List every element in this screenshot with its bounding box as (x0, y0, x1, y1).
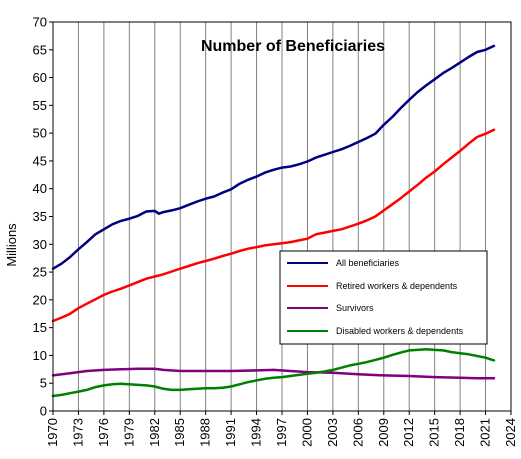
y-tick-label: 30 (33, 237, 47, 252)
y-tick-label: 20 (33, 292, 47, 307)
x-tick-label: 2009 (376, 418, 391, 447)
series-line (51, 367, 496, 380)
y-tick-label: 70 (33, 15, 47, 30)
y-tick-label: 45 (33, 153, 47, 168)
legend-label: Disabled workers & dependents (336, 326, 464, 336)
y-tick-label: 15 (33, 320, 47, 335)
x-tick-label: 2015 (427, 418, 442, 447)
x-tick-label: 1994 (249, 418, 264, 447)
series-lines (51, 44, 496, 398)
legend-label: Retired workers & dependents (336, 281, 458, 291)
series-line (51, 44, 496, 270)
x-tick-label: 2021 (478, 418, 493, 447)
y-tick-label: 35 (33, 209, 47, 224)
y-tick-label: 25 (33, 265, 47, 280)
legend: All beneficiaries Retired workers & depen… (279, 250, 488, 345)
x-tick-label: 2012 (401, 418, 416, 447)
axis-ticks: 0 5 10 15 20 25 30 35 40 45 50 55 60 65 70 1970 1973 1976… (33, 15, 518, 447)
x-tick-label: 2000 (299, 418, 314, 447)
legend-label: All beneficiaries (336, 258, 400, 268)
x-tick-label: 1976 (96, 418, 111, 447)
x-tick-label: 1970 (45, 418, 60, 447)
series-line (51, 128, 496, 323)
x-tick-label: 2003 (325, 418, 340, 447)
x-tick-label: 2024 (503, 418, 518, 447)
y-tick-label: 5 (40, 376, 47, 391)
y-tick-label: 40 (33, 181, 47, 196)
chart-title: Number of Beneficiaries (201, 38, 385, 55)
x-tick-label: 1982 (147, 418, 162, 447)
y-axis-title: Millions (4, 223, 19, 267)
y-tick-label: 10 (33, 348, 47, 363)
series-line (51, 348, 496, 398)
x-tick-label: 1985 (172, 418, 187, 447)
x-tick-label: 1973 (70, 418, 85, 447)
x-tick-label: 2018 (452, 418, 467, 447)
x-tick-label: 1997 (274, 418, 289, 447)
legend-label: Survivors (336, 303, 374, 313)
y-tick-label: 60 (33, 70, 47, 85)
y-tick-label: 65 (33, 42, 47, 57)
x-tick-label: 1979 (121, 418, 136, 447)
x-tick-label: 2006 (350, 418, 365, 447)
x-tick-label: 1988 (198, 418, 213, 447)
x-tick-label: 1991 (223, 418, 238, 447)
y-tick-label: 50 (33, 126, 47, 141)
y-tick-label: 55 (33, 98, 47, 113)
legend-box (279, 250, 488, 345)
y-tick-label: 0 (40, 404, 47, 419)
